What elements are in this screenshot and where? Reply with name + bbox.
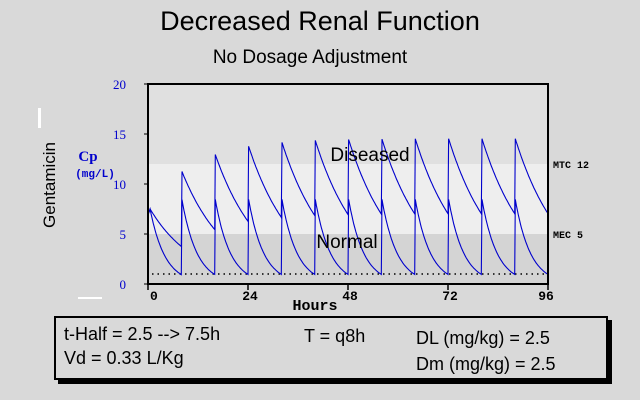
- x-tick-label: 72: [442, 289, 458, 304]
- maintenance-dose-text: Dm (mg/kg) = 2.5: [416, 354, 556, 374]
- mec-label: MEC 5: [553, 231, 583, 242]
- x-tick-label: 24: [242, 289, 258, 304]
- volume-distribution-text: Vd = 0.33 L/Kg: [64, 348, 184, 368]
- half-life-text: t-Half = 2.5 --> 7.5h: [64, 324, 221, 344]
- chart-title: Decreased Renal Function: [160, 6, 480, 36]
- series-normal-line: [147, 199, 548, 276]
- x-axis-label: Hours: [292, 298, 337, 315]
- y-tick-label: 10: [113, 177, 126, 192]
- y-tick-label: 5: [120, 227, 127, 242]
- y-axis-cp-label: Cp: [78, 149, 97, 165]
- x-tick-label: 0: [150, 289, 158, 304]
- y-tick-label: 0: [120, 277, 127, 292]
- series-diseased-line: [147, 138, 549, 248]
- dosing-interval-text: T = q8h: [304, 326, 366, 346]
- y-axis-gentamicin-label: Gentamicin: [40, 142, 59, 228]
- label-diseased: Diseased: [330, 145, 409, 166]
- y-axis-units-label: (mg/L): [75, 169, 115, 181]
- label-normal: Normal: [316, 232, 377, 253]
- parameter-panel: t-Half = 2.5 --> 7.5h Vd = 0.33 L/Kg T =…: [54, 316, 608, 380]
- x-tick-label: 48: [342, 289, 358, 304]
- mtc-label: MTC 12: [553, 161, 589, 172]
- left-bracket-mark: [38, 108, 41, 128]
- chart-subtitle: No Dosage Adjustment: [212, 47, 408, 68]
- loading-dose-text: DL (mg/kg) = 2.5: [416, 328, 550, 348]
- y-tick-label: 20: [113, 77, 126, 92]
- x-tick-label: 96: [538, 289, 554, 304]
- y-tick-label: 15: [113, 127, 126, 142]
